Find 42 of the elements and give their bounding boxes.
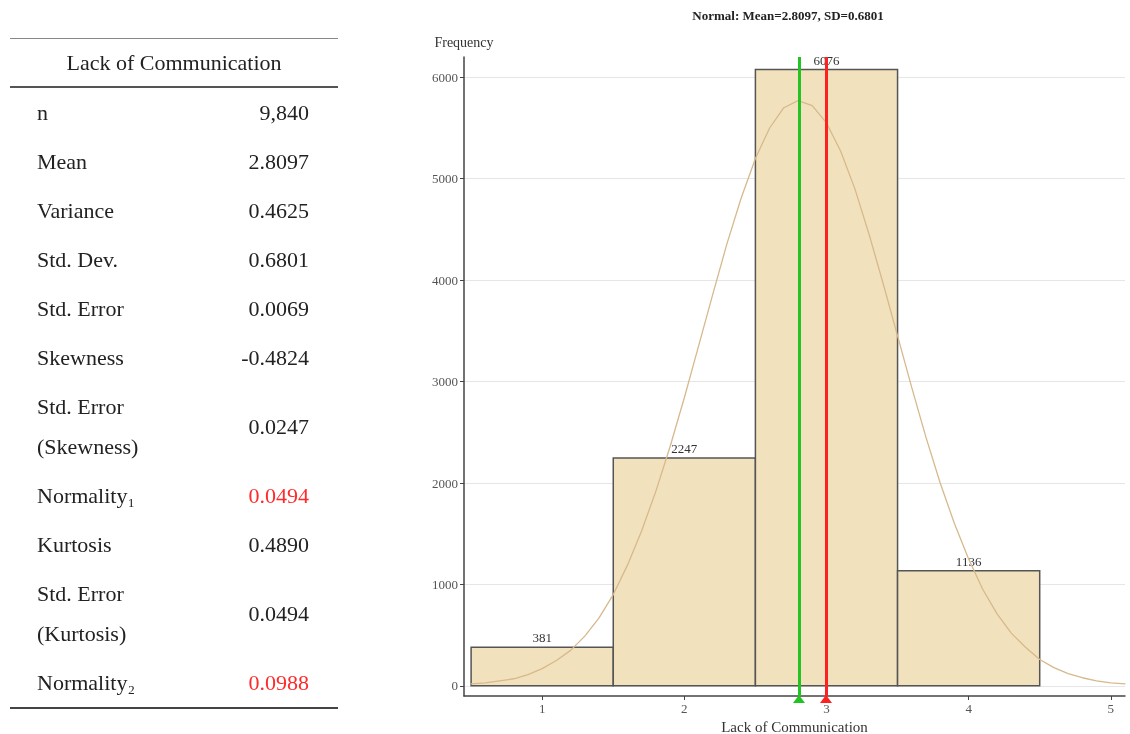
- text: 0.0988: [248, 669, 309, 695]
- category-label: Variance: [36, 196, 115, 225]
- x-tick-label: 1: [538, 701, 546, 716]
- y-tick-label: 0: [451, 678, 458, 694]
- text: 0.0494: [248, 600, 309, 626]
- y-tick-label: 5000: [432, 171, 458, 187]
- category-label: Normality₁: [36, 481, 137, 510]
- category-label: Normality₂: [36, 668, 137, 697]
- category-label: Std. Error (Kurtosis): [36, 579, 128, 648]
- text: 2.8097: [248, 148, 309, 174]
- text: 0.0494: [248, 482, 309, 508]
- data-label: 381: [532, 630, 552, 646]
- x-tick-label: 2: [681, 701, 688, 716]
- data-label: 2247: [671, 441, 698, 457]
- chart-title: Normal: Mean=2.8097, SD=0.6801: [692, 8, 884, 23]
- text: 0.6801: [248, 246, 309, 272]
- y-tick-label: 2000: [432, 475, 458, 491]
- category-label: Kurtosis: [36, 530, 113, 559]
- text: 0.0247: [248, 413, 309, 439]
- text: 9,840: [259, 99, 309, 125]
- category-label: Skewness: [36, 343, 125, 372]
- x-tick-label: 4: [965, 701, 973, 716]
- x-tick-label: 3: [823, 701, 830, 716]
- y-tick-label: 3000: [432, 374, 458, 390]
- text: Lack of Communication: [10, 38, 338, 87]
- y-tick-label: 6000: [432, 69, 458, 85]
- y-axis-title: Frequency: [434, 34, 494, 50]
- x-tick-label: 5: [1107, 701, 1115, 716]
- category-label: Mean: [36, 147, 89, 176]
- data-label: 1136: [955, 553, 982, 569]
- text: -0.4824: [241, 344, 309, 370]
- category-label: Std. Error: [36, 294, 125, 323]
- text: 0.4625: [248, 197, 309, 223]
- text: 0.4890: [248, 531, 309, 557]
- text: 0.0069: [248, 295, 309, 321]
- y-tick-label: 4000: [432, 272, 458, 288]
- y-tick-label: 1000: [432, 576, 458, 592]
- category-label: Std. Dev.: [36, 245, 120, 274]
- line-series: [470, 99, 1126, 685]
- x-axis-title: Lack of Communication: [721, 719, 869, 734]
- category-label: n: [36, 98, 49, 127]
- category-label: Std. Error (Skewness): [36, 392, 140, 461]
